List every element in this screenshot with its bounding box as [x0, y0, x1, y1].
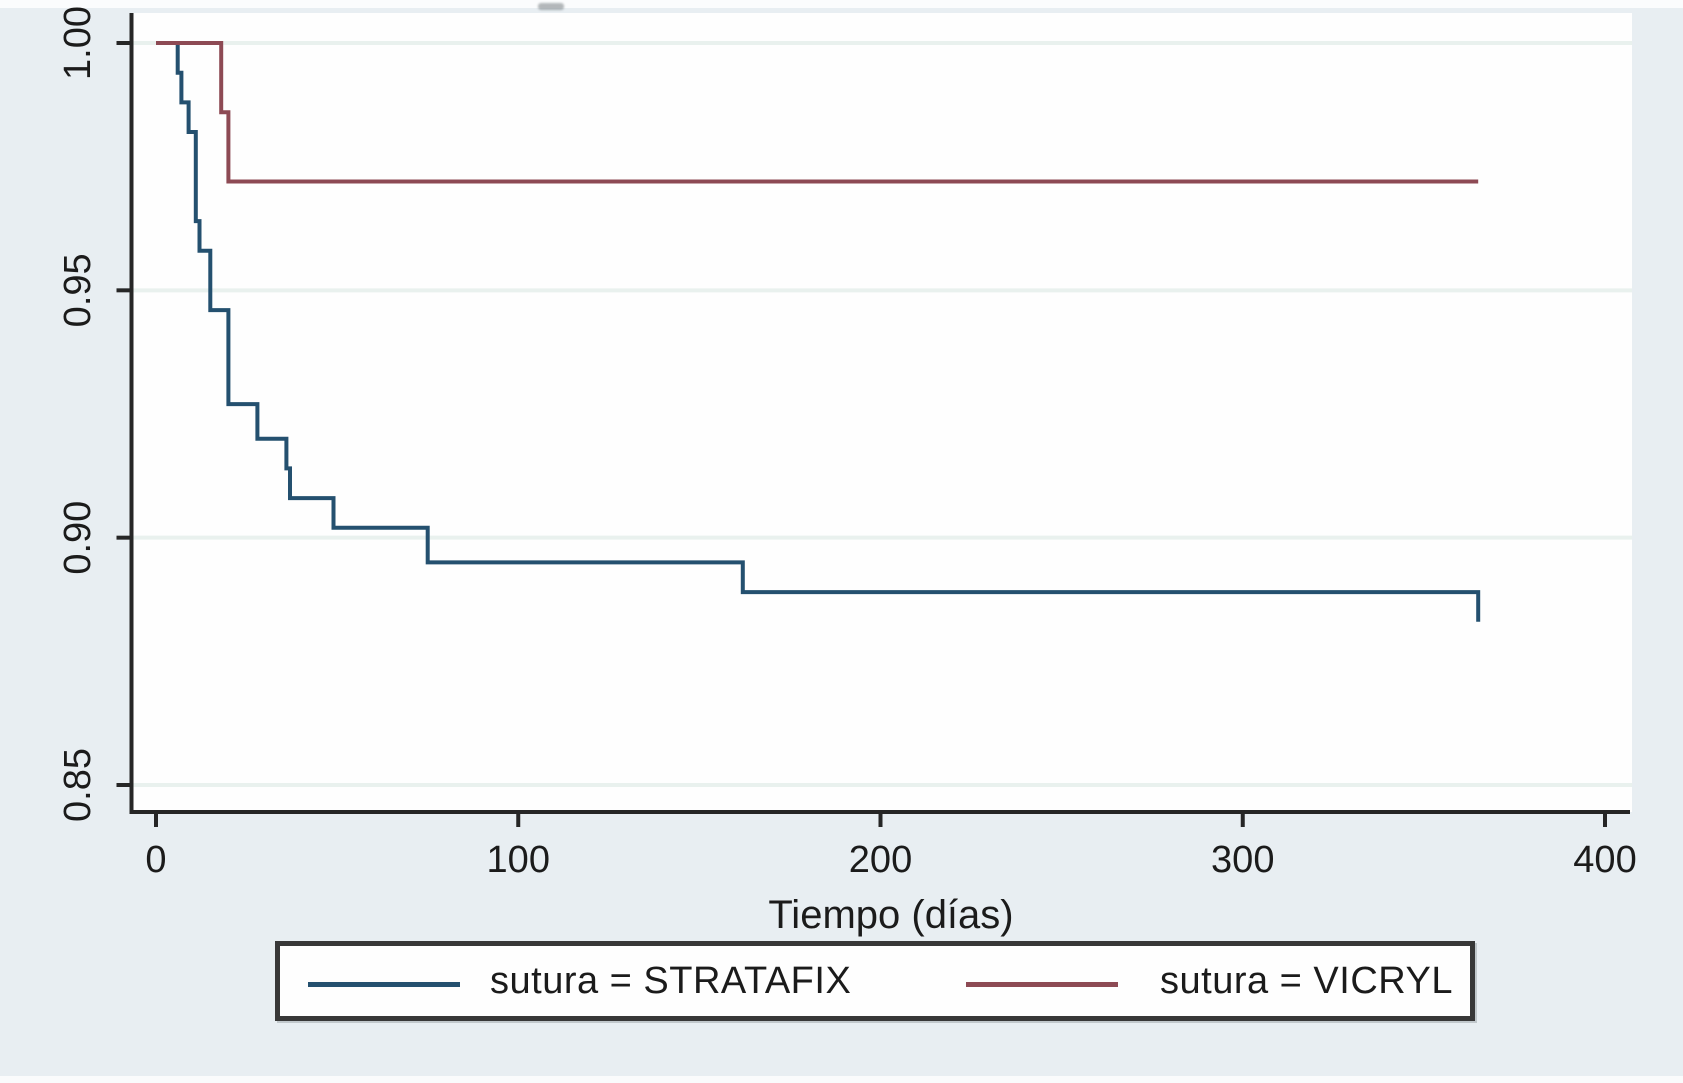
x-tick-label-100: 100 [487, 839, 550, 881]
tick-labels-group: 1.00 0.95 0.90 0.85 0 100 200 300 400 Tiempo (día… [57, 6, 1637, 937]
series-group [156, 41, 1481, 622]
top-edge-strip [0, 0, 1683, 8]
legend-line-stratafix [308, 982, 460, 987]
x-tick-label-400: 400 [1573, 839, 1636, 881]
x-tick-label-0: 0 [145, 839, 166, 881]
x-tick-label-200: 200 [849, 839, 912, 881]
x-tick-label-300: 300 [1211, 839, 1274, 881]
plot-area-group [133, 13, 1632, 812]
plot-area [133, 13, 1632, 812]
km-curve-stratafix [156, 41, 1481, 622]
legend-label-vicryl: sutura = VICRYL [1160, 959, 1454, 1002]
scan-artifact-smudge [538, 3, 564, 10]
legend-box: sutura = STRATAFIX sutura = VICRYL [275, 941, 1475, 1021]
legend-line-vicryl [966, 982, 1118, 987]
y-tick-label-1.00: 1.00 [57, 6, 99, 80]
bottom-edge-strip [0, 1076, 1683, 1083]
gridlines-group [133, 41, 1632, 787]
legend-label-stratafix: sutura = STRATAFIX [490, 959, 852, 1002]
axes-group [116, 13, 1630, 827]
x-axis-title: Tiempo (días) [768, 893, 1013, 937]
y-tick-label-0.90: 0.90 [57, 501, 99, 575]
y-tick-label-0.95: 0.95 [57, 253, 99, 327]
km-curve-vicryl [156, 41, 1479, 184]
y-tick-label-0.85: 0.85 [57, 748, 99, 822]
